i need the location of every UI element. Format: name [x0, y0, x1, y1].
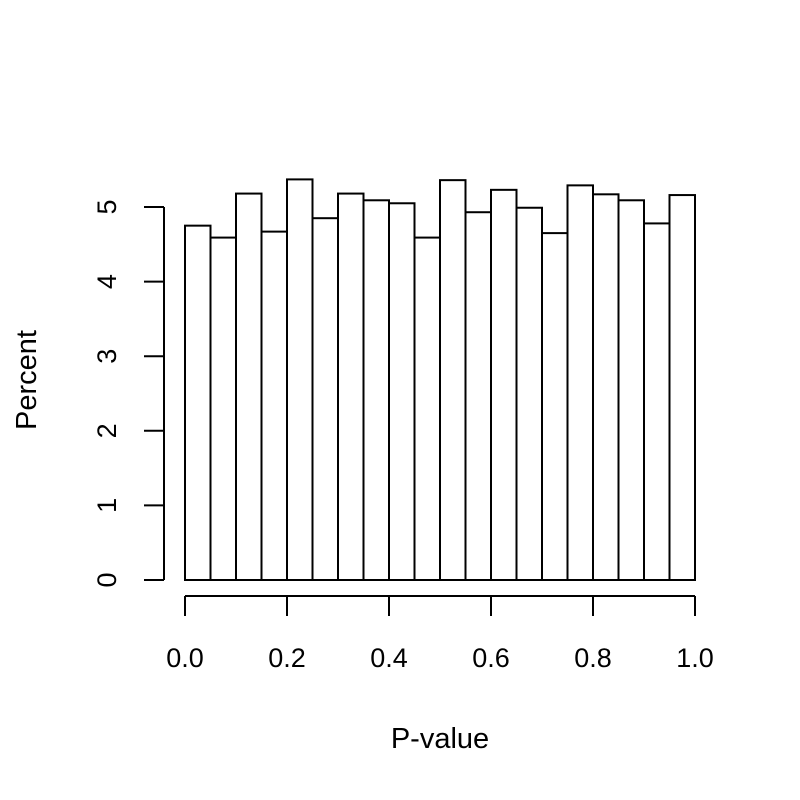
histogram-bar — [566, 184, 594, 581]
y-tick-label: 5 — [92, 199, 122, 214]
histogram-bar — [617, 199, 645, 581]
histogram-bar — [592, 193, 620, 581]
y-tick-label: 1 — [92, 498, 122, 513]
histogram-bar — [541, 232, 569, 582]
histogram-bar — [209, 236, 237, 581]
histogram-bar — [490, 188, 518, 581]
histogram-bars — [184, 178, 696, 582]
histogram-bar — [413, 236, 441, 581]
x-tick-label: 1.0 — [676, 643, 714, 673]
x-axis: 0.0 0.2 0.4 0.6 0.8 1.0 — [166, 595, 714, 673]
histogram-bar — [362, 199, 390, 581]
histogram-bar — [464, 211, 492, 582]
x-axis-title: P-value — [391, 723, 489, 755]
x-tick-label: 0.8 — [574, 643, 612, 673]
y-tick-label: 4 — [92, 274, 122, 289]
x-tick-label: 0.0 — [166, 643, 204, 673]
histogram-bar — [388, 202, 416, 582]
histogram-bar — [439, 179, 467, 581]
histogram-bar — [286, 178, 314, 581]
histogram-bar — [643, 222, 671, 582]
y-tick-label: 3 — [92, 349, 122, 364]
x-tick-label: 0.2 — [268, 643, 306, 673]
histogram-bar — [184, 224, 212, 581]
histogram-bar — [235, 192, 263, 582]
x-tick-label: 0.4 — [370, 643, 408, 673]
x-tick-label: 0.6 — [472, 643, 510, 673]
histogram-bar — [311, 217, 339, 581]
y-axis-title: Percent — [11, 330, 43, 430]
histogram-bar — [260, 230, 288, 581]
y-tick-label: 2 — [92, 423, 122, 438]
y-axis: 0 1 2 3 4 5 — [92, 199, 165, 588]
histogram-bar — [515, 206, 543, 581]
histogram-bar — [668, 194, 696, 581]
y-tick-label: 0 — [92, 572, 122, 587]
histogram-bar — [337, 192, 365, 582]
